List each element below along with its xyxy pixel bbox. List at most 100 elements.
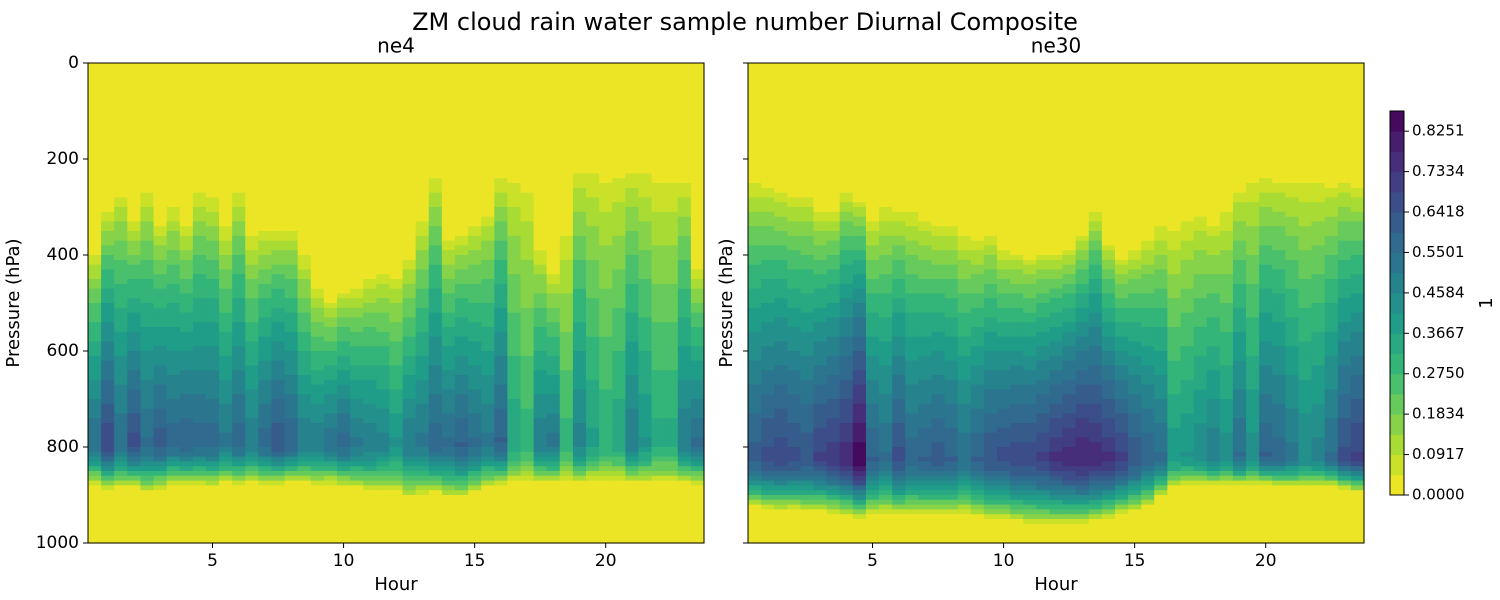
heatmap-cell [389,475,404,482]
heatmap-cell [127,471,142,477]
heatmap-cell [219,485,233,491]
heatmap-cell [258,250,273,256]
heatmap-cell [625,360,640,366]
heatmap-cell [127,394,142,400]
heatmap-cell [310,111,325,117]
heatmap-cell [520,384,535,390]
heatmap-cell [350,485,364,491]
heatmap-cell [546,432,561,438]
heatmap-cell [323,365,338,371]
heatmap-cell [586,269,600,275]
heatmap-cell [258,346,273,352]
heatmap-cell [88,264,102,270]
heatmap-cell [761,418,775,424]
heatmap-cell [153,72,168,78]
heatmap-cell [559,447,574,453]
heatmap-cell [428,149,443,155]
heatmap-cell [258,226,273,232]
heatmap-cell [625,514,640,520]
heatmap-cell [258,216,273,222]
heatmap-cell [297,178,312,184]
heatmap-cell [612,173,626,179]
heatmap-cell [271,351,286,357]
heatmap-cell [271,504,286,510]
heatmap-cell [219,120,233,126]
heatmap-cell [507,365,522,371]
heatmap-cell [612,130,626,136]
heatmap-cell [310,480,325,486]
heatmap-cell [546,226,561,232]
heatmap-cell [192,466,207,472]
heatmap-cell [651,101,666,107]
heatmap-cell [625,264,640,270]
heatmap-cell [88,130,102,136]
heatmap-cell [88,461,102,467]
heatmap-cell [114,178,128,184]
heatmap-cell [271,394,286,400]
heatmap-cell [748,365,762,371]
heatmap-cell [612,163,626,170]
heatmap-cell [454,355,469,362]
heatmap-cell [297,538,312,544]
heatmap-cell [337,509,351,515]
heatmap-cell [664,226,679,232]
heatmap-cell [297,384,312,390]
heatmap-cell [546,250,561,256]
heatmap-cell [337,183,351,189]
heatmap-cell [507,159,522,165]
heatmap-cell [572,111,587,117]
heatmap-cell [363,63,377,69]
heatmap-cell [533,168,548,174]
y-tick-label: 1000 [36,533,79,553]
heatmap-cell [284,298,299,304]
heatmap-cell [415,375,430,381]
heatmap-cell [664,312,679,318]
heatmap-cell [468,173,482,179]
heatmap-cell [271,231,286,237]
heatmap-cell [205,451,220,458]
heatmap-cell [297,451,312,458]
heatmap-cell [599,519,613,525]
heatmap-cell [166,442,181,448]
heatmap-cell [651,442,666,448]
heatmap-cell [599,485,613,491]
heatmap-cell [415,279,430,285]
heatmap-cell [441,466,456,472]
heatmap-cell [402,274,417,280]
heatmap-cell [586,87,600,93]
heatmap-cell [192,351,207,357]
heatmap-cell [389,399,404,405]
heatmap-cell [350,216,364,222]
heatmap-cell [363,418,377,424]
heatmap-cell [690,149,705,155]
heatmap-cell [323,413,338,419]
heatmap-cell [520,370,535,376]
heatmap-cell [546,408,561,414]
heatmap-cell [205,187,220,194]
heatmap-cell [402,514,417,520]
heatmap-cell [612,351,626,357]
heatmap-cell [153,106,168,112]
heatmap-cell [297,413,312,419]
heatmap-cell [690,163,705,170]
heatmap-cell [337,125,351,131]
heatmap-cell [402,365,417,371]
heatmap-cell [468,490,482,496]
heatmap-cell [205,293,220,299]
heatmap-cell [153,528,168,534]
heatmap-cell [389,456,404,462]
heatmap-cell [664,207,679,213]
heatmap-cell [507,471,522,477]
heatmap-cell [586,197,600,203]
heatmap-cell [638,370,653,376]
heatmap-cell [284,235,299,242]
heatmap-cell [415,427,430,434]
heatmap-cell [625,183,640,189]
heatmap-cell [114,82,128,88]
heatmap-cell [454,384,469,390]
heatmap-cell [507,168,522,174]
heatmap-cell [323,259,338,266]
heatmap-cell [468,495,482,501]
heatmap-cell [664,499,679,506]
heatmap-cell [166,288,181,294]
